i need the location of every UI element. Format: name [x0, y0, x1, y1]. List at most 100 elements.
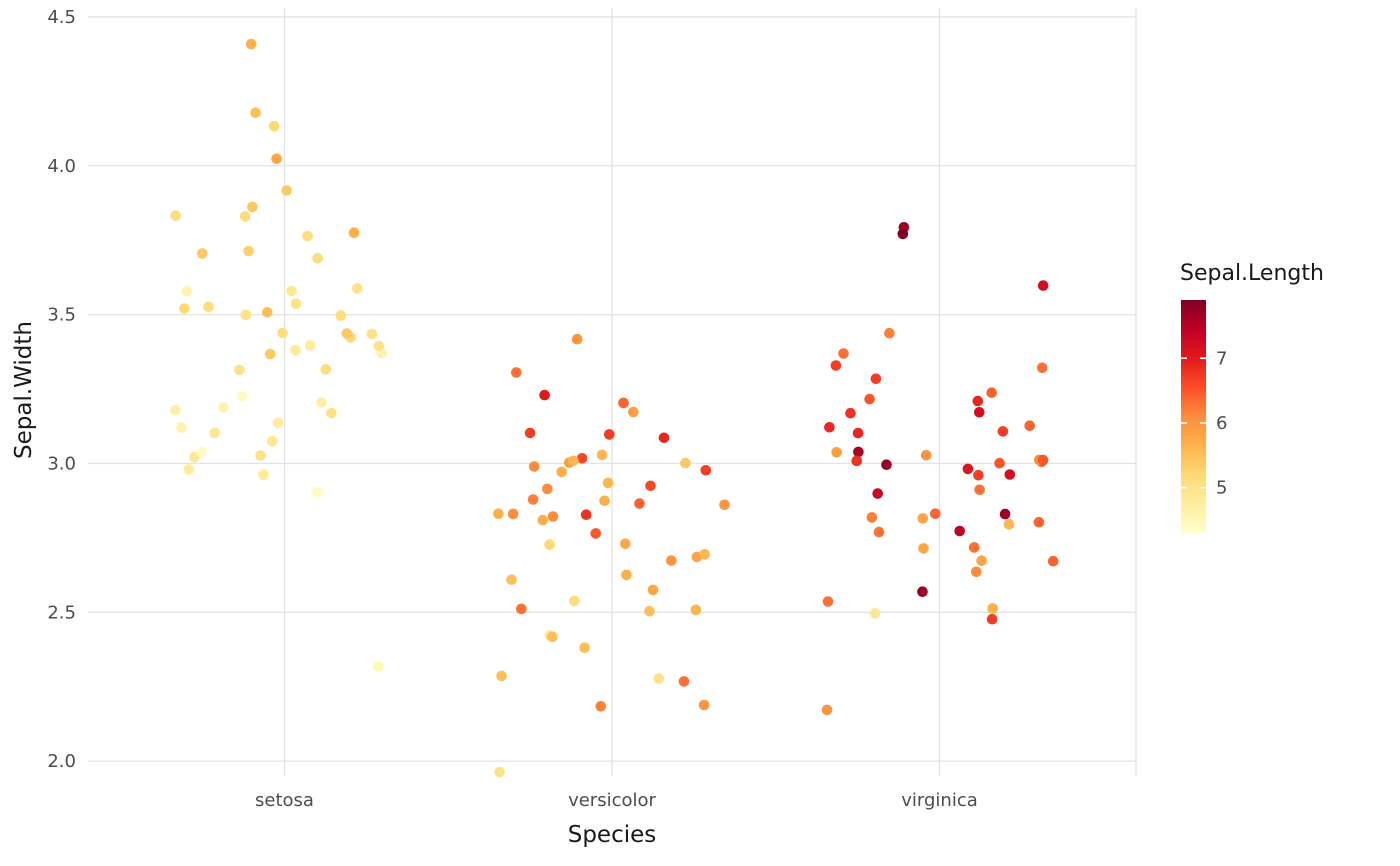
- data-point: [864, 393, 875, 405]
- data-point: [281, 185, 292, 196]
- data-point: [258, 469, 269, 481]
- data-point: [246, 38, 257, 50]
- data-point: [290, 344, 301, 356]
- data-point: [170, 210, 181, 221]
- data-point: [580, 509, 592, 520]
- data-point: [994, 457, 1005, 469]
- data-point: [556, 466, 567, 478]
- data-point: [302, 230, 313, 242]
- data-point: [699, 549, 710, 560]
- data-point: [493, 508, 504, 519]
- data-point: [539, 389, 550, 401]
- data-point: [851, 455, 862, 467]
- data-point: [576, 453, 588, 464]
- data-point: [830, 360, 842, 371]
- data-point: [506, 574, 517, 585]
- data-point: [373, 340, 385, 352]
- data-point: [234, 364, 245, 376]
- data-point: [917, 513, 929, 524]
- data-point: [320, 364, 332, 375]
- data-point: [239, 211, 251, 222]
- data-point: [821, 704, 833, 716]
- data-point: [176, 422, 187, 433]
- data-point: [351, 283, 363, 294]
- data-point: [870, 373, 882, 385]
- x-tick-label: virginica: [901, 790, 978, 811]
- data-point: [312, 252, 323, 264]
- data-point: [312, 487, 323, 498]
- data-point: [373, 661, 384, 672]
- x-tick-label: setosa: [255, 790, 314, 811]
- data-point: [852, 427, 864, 439]
- data-point: [866, 512, 878, 523]
- data-point: [678, 676, 690, 687]
- data-point: [236, 391, 248, 402]
- data-point: [974, 407, 985, 418]
- data-point: [196, 446, 207, 458]
- y-tick-label: 3.5: [47, 305, 76, 326]
- data-point: [335, 310, 347, 321]
- data-point: [618, 397, 629, 409]
- data-point: [568, 455, 579, 467]
- data-point: [997, 426, 1009, 437]
- data-point: [277, 327, 288, 339]
- data-point: [917, 586, 928, 597]
- colorbar-tick-label: 5: [1216, 478, 1227, 499]
- data-point: [569, 595, 580, 607]
- legend-title: Sepal.Length: [1180, 261, 1324, 286]
- data-point: [987, 603, 998, 614]
- data-point: [974, 484, 985, 496]
- data-point: [304, 340, 316, 351]
- data-point: [243, 245, 254, 257]
- data-point: [547, 631, 558, 643]
- data-point: [666, 555, 677, 566]
- data-point: [507, 508, 519, 520]
- y-axis-title: Sepal.Width: [11, 321, 37, 459]
- data-point: [872, 488, 883, 499]
- data-point: [170, 404, 181, 416]
- data-point: [954, 525, 965, 537]
- data-point: [348, 227, 360, 238]
- data-point: [290, 298, 302, 310]
- data-point: [527, 494, 539, 505]
- data-point: [528, 461, 540, 472]
- data-point: [596, 449, 608, 461]
- data-point: [264, 348, 276, 360]
- data-point: [602, 477, 614, 489]
- gridlines: [88, 8, 1137, 776]
- data-point: [247, 201, 258, 213]
- data-point: [366, 328, 378, 340]
- data-point: [824, 422, 835, 433]
- y-tick-label: 3.0: [47, 453, 76, 474]
- data-point: [183, 464, 195, 475]
- data-point: [1036, 362, 1048, 374]
- data-point: [537, 514, 549, 526]
- data-point: [544, 539, 555, 550]
- data-point: [250, 107, 261, 119]
- data-point: [645, 480, 656, 492]
- colorbar-tick-label: 7: [1216, 348, 1227, 369]
- x-axis-title: Species: [567, 822, 657, 848]
- data-point: [869, 608, 881, 619]
- data-point: [196, 248, 208, 259]
- data-point: [262, 307, 273, 318]
- data-point: [976, 555, 987, 566]
- data-point: [831, 447, 842, 458]
- data-point: [203, 301, 214, 313]
- data-point: [1003, 519, 1015, 530]
- data-point: [571, 333, 583, 345]
- data-point: [1037, 280, 1049, 291]
- data-point: [496, 670, 507, 682]
- data-point: [218, 402, 229, 413]
- data-point: [973, 469, 984, 481]
- data-point: [822, 596, 834, 607]
- data-point: [271, 153, 282, 165]
- data-point: [971, 566, 982, 578]
- data-point: [590, 528, 601, 539]
- data-point: [873, 526, 885, 538]
- data-point: [1033, 516, 1045, 528]
- data-point: [838, 348, 849, 359]
- colorbar: 5 6 7: [1181, 300, 1227, 533]
- data-point: [719, 499, 730, 511]
